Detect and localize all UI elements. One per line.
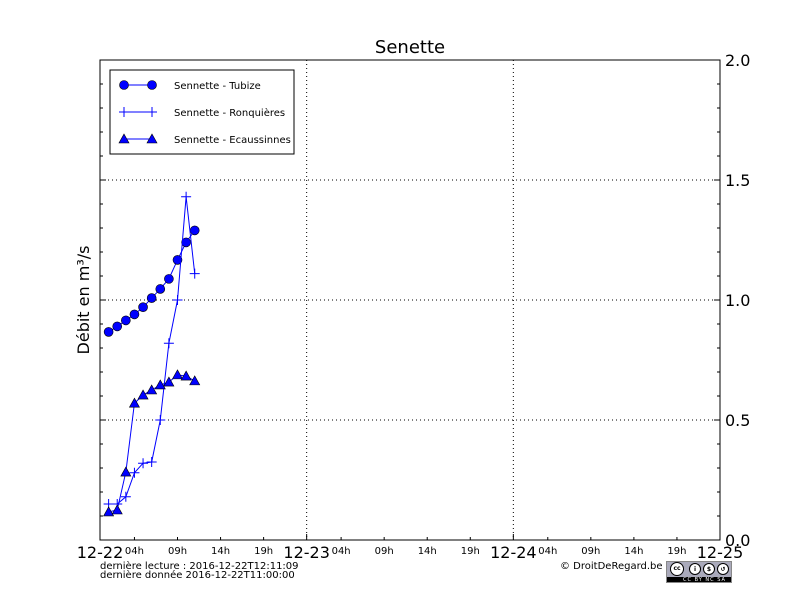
data-point <box>112 321 123 332</box>
y-tick-label: 1.0 <box>725 291 750 310</box>
y-tick-label: 1.5 <box>725 171 750 190</box>
legend-marker <box>118 133 130 144</box>
data-point <box>189 268 200 279</box>
legend-marker <box>147 107 157 117</box>
data-point <box>181 237 191 248</box>
cc-by-icon: i <box>689 563 701 575</box>
x-minor-tick-label: 19h <box>667 546 686 557</box>
x-tick-label: 12-22 <box>77 543 124 562</box>
data-point <box>154 379 166 390</box>
cc-license-badge: cc i $ ↺ CC BY NC SA <box>666 561 732 583</box>
data-point <box>128 397 140 408</box>
data-point <box>155 415 166 425</box>
x-minor-tick-label: 09h <box>168 546 187 557</box>
x-tick-label: 12-25 <box>697 543 744 562</box>
legend-label: Sennette - Tubize <box>174 81 261 92</box>
data-point <box>137 389 149 400</box>
data-point <box>138 458 149 469</box>
x-minor-tick-label: 14h <box>418 546 437 557</box>
x-tick-label: 12-24 <box>490 543 537 562</box>
data-point <box>146 457 157 467</box>
x-minor-tick-label: 19h <box>461 546 480 557</box>
y-tick-label: 0.5 <box>725 411 750 430</box>
data-point <box>163 376 175 387</box>
last-data-text: dernière donnée 2016-12-22T11:00:00 <box>100 570 295 581</box>
data-point <box>155 284 166 294</box>
data-point <box>120 491 131 502</box>
x-minor-tick-label: 14h <box>211 546 230 557</box>
legend-marker <box>147 80 157 90</box>
y-axis-label: Débit en m³/s <box>74 246 93 355</box>
x-minor-tick-label: 19h <box>254 546 273 557</box>
copyright-text: © DroitDeRegard.be <box>560 561 663 572</box>
data-point <box>171 369 184 380</box>
data-point <box>189 225 200 236</box>
license-text: CC BY NC SA <box>683 577 726 583</box>
data-point <box>103 506 115 517</box>
data-point <box>129 309 140 320</box>
data-point <box>120 466 132 477</box>
legend-label: Sennette - Ecaussinnes <box>174 135 291 146</box>
legend-label: Sennette - Ronquières <box>174 107 285 119</box>
legend-marker <box>119 80 129 90</box>
data-point <box>172 295 183 305</box>
last-read-text: dernière lecture : 2016-12-22T12:11:09 <box>100 561 299 572</box>
data-point <box>172 255 183 265</box>
data-point <box>164 274 174 284</box>
y-tick-label: 2.0 <box>725 51 750 70</box>
data-point <box>103 327 114 337</box>
x-minor-tick-label: 09h <box>375 546 394 557</box>
x-minor-tick-label: 04h <box>332 546 351 557</box>
series-line <box>108 374 195 513</box>
x-minor-tick-label: 04h <box>125 546 144 557</box>
x-minor-tick-label: 14h <box>624 546 643 557</box>
x-minor-tick-label: 09h <box>581 546 600 557</box>
data-point <box>180 370 192 381</box>
legend-marker <box>146 133 158 144</box>
data-point <box>111 504 123 515</box>
y-tick-label: 0.0 <box>725 531 750 550</box>
data-point <box>129 467 140 478</box>
data-point <box>163 338 174 349</box>
x-tick-label: 12-23 <box>283 543 330 562</box>
cc-icon: cc <box>670 562 684 576</box>
data-point <box>146 384 158 395</box>
data-point <box>189 375 201 386</box>
plot-frame <box>99 59 721 541</box>
data-point <box>181 191 192 202</box>
x-minor-tick-label: 04h <box>538 546 557 557</box>
cc-nc-icon: $ <box>703 563 715 575</box>
data-point <box>146 293 157 303</box>
data-point <box>138 302 148 313</box>
legend-marker <box>119 107 129 117</box>
cc-sa-icon: ↺ <box>717 563 729 575</box>
chart-title: Senette <box>375 37 445 58</box>
data-point <box>121 315 131 326</box>
